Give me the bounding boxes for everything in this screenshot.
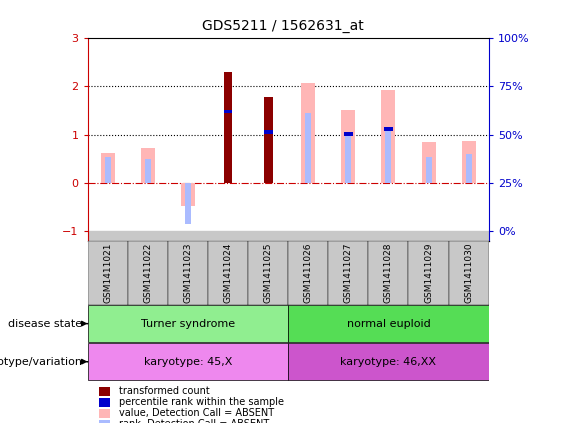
Text: GSM1411023: GSM1411023 (184, 242, 192, 303)
Text: disease state: disease state (8, 319, 82, 329)
Text: normal euploid: normal euploid (346, 319, 431, 329)
Bar (88, 343, 288, 380)
Bar (381, 90, 395, 183)
Bar (449, 241, 489, 305)
Text: Turner syndrome: Turner syndrome (141, 319, 235, 329)
Text: GSM1411029: GSM1411029 (424, 242, 433, 303)
Bar (168, 241, 208, 305)
Bar (128, 241, 168, 305)
Text: percentile rank within the sample: percentile rank within the sample (119, 397, 284, 407)
Bar (264, 97, 272, 183)
Bar (328, 241, 368, 305)
Bar (264, 130, 272, 134)
Text: GSM1411026: GSM1411026 (304, 242, 312, 303)
Bar (341, 110, 355, 183)
Text: transformed count: transformed count (119, 386, 210, 396)
Bar (224, 110, 232, 113)
Bar (421, 142, 436, 183)
Bar (88, 305, 288, 342)
Bar (99, 420, 110, 423)
Bar (425, 157, 432, 183)
Bar (288, 241, 328, 305)
Bar (224, 72, 232, 183)
Bar (345, 135, 351, 183)
Text: GSM1411022: GSM1411022 (144, 243, 152, 303)
Bar (344, 132, 353, 136)
Bar (466, 154, 472, 183)
Text: GSM1411024: GSM1411024 (224, 243, 232, 303)
Bar (305, 113, 311, 183)
Text: genotype/variation: genotype/variation (0, 357, 82, 367)
Bar (105, 157, 111, 183)
Bar (368, 241, 408, 305)
Text: GSM1411021: GSM1411021 (103, 242, 112, 303)
Text: value, Detection Call = ABSENT: value, Detection Call = ABSENT (119, 408, 274, 418)
Text: rank, Detection Call = ABSENT: rank, Detection Call = ABSENT (119, 419, 269, 423)
Bar (141, 148, 155, 183)
Bar (145, 159, 151, 183)
Bar (288, 305, 489, 342)
Bar (288, 343, 489, 380)
Bar (408, 241, 449, 305)
Bar (88, 241, 128, 305)
Text: GSM1411028: GSM1411028 (384, 242, 393, 303)
Bar (185, 183, 191, 224)
Bar (99, 387, 110, 396)
Text: GDS5211 / 1562631_at: GDS5211 / 1562631_at (202, 19, 363, 33)
Bar (101, 153, 115, 183)
Bar (99, 398, 110, 407)
Bar (385, 130, 392, 183)
Bar (99, 409, 110, 418)
Bar (181, 183, 195, 206)
Bar (462, 141, 476, 183)
Text: GSM1411030: GSM1411030 (464, 242, 473, 303)
Text: karyotype: 46,XX: karyotype: 46,XX (341, 357, 436, 367)
Bar (248, 241, 288, 305)
Text: GSM1411027: GSM1411027 (344, 242, 353, 303)
Text: karyotype: 45,X: karyotype: 45,X (144, 357, 232, 367)
Bar (88, 231, 489, 241)
Bar (301, 82, 315, 183)
Text: GSM1411025: GSM1411025 (264, 242, 272, 303)
Bar (208, 241, 248, 305)
Bar (384, 127, 393, 131)
